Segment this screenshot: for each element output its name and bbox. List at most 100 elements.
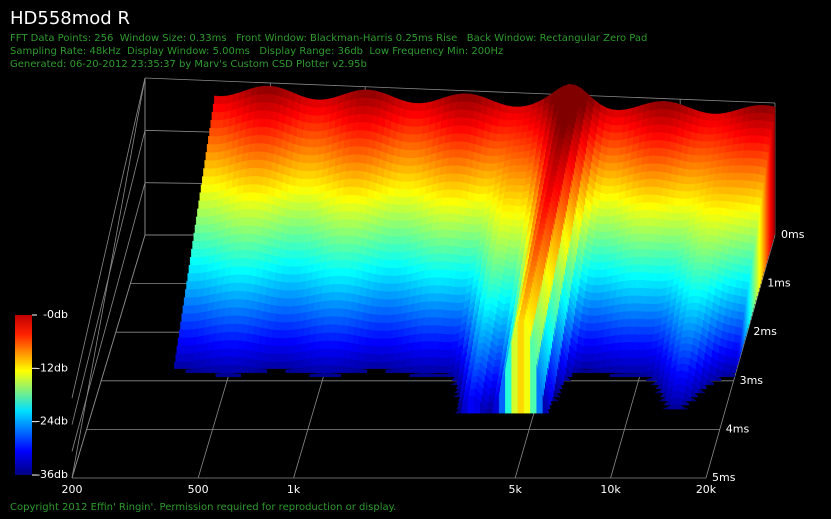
surface-slice xyxy=(192,360,200,369)
surface-slice xyxy=(552,397,560,402)
y-tick-label: 3ms xyxy=(740,374,764,387)
surface-slice xyxy=(586,361,594,369)
surface-slice xyxy=(385,369,393,373)
surface-slice xyxy=(634,373,642,377)
surface-slice xyxy=(621,373,629,377)
surface-slice xyxy=(329,365,336,373)
surface-slice xyxy=(328,373,335,377)
surface-slice xyxy=(429,365,436,373)
colorbar-label: -36db xyxy=(36,468,68,481)
surface-slice xyxy=(315,373,323,377)
surface-slice xyxy=(641,364,649,373)
surface-slice xyxy=(609,373,617,377)
surface-slice xyxy=(729,364,737,373)
y-tick-label: 5ms xyxy=(712,471,736,484)
surface-slice xyxy=(523,319,531,414)
surface-slice xyxy=(415,373,423,377)
surface-slice xyxy=(354,367,361,373)
surface-slice xyxy=(361,361,369,369)
surface-slice xyxy=(348,366,355,373)
surface-slice xyxy=(180,361,188,369)
surface-slice xyxy=(654,389,662,394)
surface-slice xyxy=(579,368,587,373)
surface-slice xyxy=(291,368,299,373)
colorbar-label: -0db xyxy=(43,308,68,321)
wall-grid-line xyxy=(144,77,776,104)
surface-slice xyxy=(604,366,612,373)
surface-slice xyxy=(174,361,181,369)
surface-slice xyxy=(645,377,653,381)
surface-slice xyxy=(280,361,288,369)
grid-line xyxy=(71,234,146,479)
y-tick-label: 4ms xyxy=(726,422,750,435)
surface-slice xyxy=(423,365,430,373)
surface-slice xyxy=(393,360,400,369)
surface-slice xyxy=(421,373,429,377)
surface-slice xyxy=(635,365,643,373)
surface-slice xyxy=(585,368,593,373)
surface-slice xyxy=(310,365,318,373)
surface-slice xyxy=(380,361,388,369)
surface-slice xyxy=(241,365,249,373)
surface-slice xyxy=(367,361,375,369)
surface-slice xyxy=(292,360,300,369)
surface-slice xyxy=(598,367,605,373)
colorbar xyxy=(15,315,32,475)
info-line: Generated: 06-20-2012 23:35:37 by Marv's… xyxy=(10,59,367,70)
x-tick-label: 20k xyxy=(696,483,717,496)
surface-slice xyxy=(223,364,230,373)
surface-slice xyxy=(416,365,424,373)
x-tick-label: 1k xyxy=(287,483,301,496)
surface-slice xyxy=(228,373,235,377)
x-tick-label: 5k xyxy=(508,483,522,496)
surface-slice xyxy=(221,373,229,377)
surface-slice xyxy=(410,365,418,373)
surface-slice xyxy=(204,366,211,373)
surface xyxy=(174,83,776,414)
surface-slice xyxy=(610,365,618,373)
surface-slice xyxy=(629,365,637,373)
surface-slice xyxy=(309,373,316,377)
surface-slice xyxy=(517,318,525,414)
surface-slice xyxy=(440,373,448,377)
surface-slice xyxy=(391,368,399,373)
surface-slice xyxy=(374,362,381,369)
surface-slice xyxy=(286,361,294,369)
surface-slice xyxy=(615,373,623,377)
y-tick-label: 2ms xyxy=(753,325,777,338)
surface-slice xyxy=(186,360,194,369)
surface-slice xyxy=(728,372,735,377)
surface-slice xyxy=(650,380,658,386)
surface-slice xyxy=(640,372,648,377)
surface-slice xyxy=(216,364,224,373)
surface-slice xyxy=(334,373,342,377)
surface-slice xyxy=(267,361,275,369)
surface-slice xyxy=(441,365,449,373)
footer: Copyright 2012 Effin' Ringin'. Permissio… xyxy=(10,502,396,513)
y-tick-label: 1ms xyxy=(767,277,791,290)
x-tick-label: 500 xyxy=(188,483,209,496)
surface-slice xyxy=(185,369,193,373)
surface-slice xyxy=(409,373,417,377)
surface-slice xyxy=(681,405,689,410)
surface-slice xyxy=(616,365,624,373)
surface-slice xyxy=(435,365,443,373)
surface-slice xyxy=(274,362,281,369)
surface-slice xyxy=(234,373,241,377)
surface-slice xyxy=(235,365,243,373)
x-tick-label: 200 xyxy=(62,483,83,496)
colorbar-label: -24db xyxy=(36,415,68,428)
surface-slice xyxy=(580,361,588,369)
surface-slice xyxy=(248,366,255,373)
side-grid-line xyxy=(71,77,146,399)
surface-slice xyxy=(298,367,305,373)
y-tick-label: 0ms xyxy=(781,228,805,241)
surface-slice xyxy=(628,373,635,377)
info-line: Sampling Rate: 48kHz Display Window: 5.0… xyxy=(10,46,503,57)
surface-slice xyxy=(229,364,236,373)
surface-slice xyxy=(323,365,330,373)
surface-slice xyxy=(428,373,435,377)
x-tick-label: 10k xyxy=(600,483,621,496)
